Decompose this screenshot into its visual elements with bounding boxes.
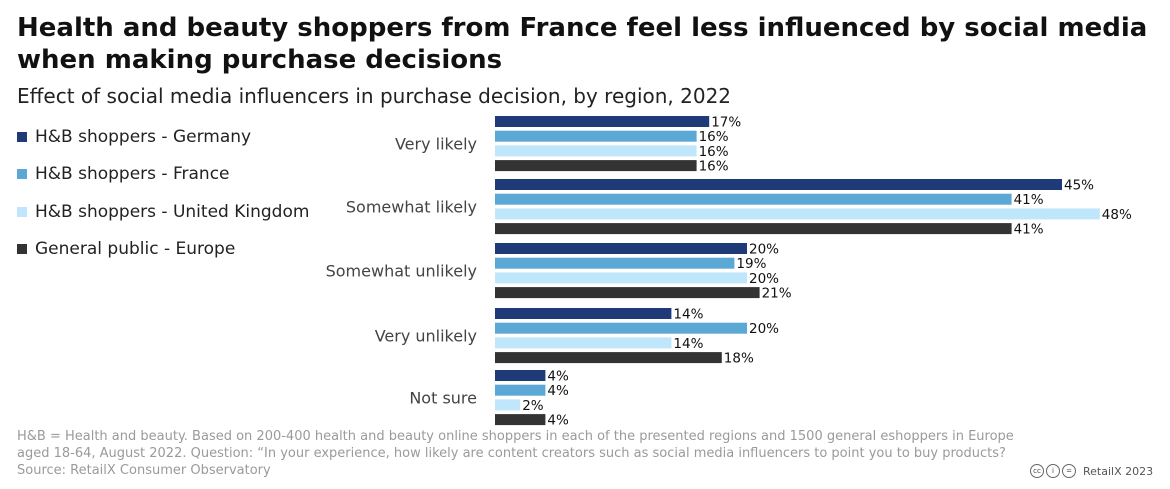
value-label: 2% [522,398,544,414]
bar [495,179,1062,190]
category-label: Very likely [395,135,477,154]
chart-title: Health and beauty shoppers from France f… [17,13,1148,75]
legend-item: H&B shoppers - Germany [17,118,309,156]
bar [495,414,546,426]
value-label: 21% [762,286,792,302]
value-label: 20% [749,271,779,287]
bar [495,208,1100,220]
chart-subtitle: Effect of social media influencers in pu… [17,84,732,108]
value-label: 16% [699,144,729,160]
value-label: 20% [749,242,779,258]
bar [495,257,735,269]
value-label: 4% [547,369,569,385]
bar [495,370,546,381]
legend-swatch [17,244,27,255]
footnote: H&B = Health and beauty. Based on 200-40… [17,428,1137,479]
value-label: 41% [1014,222,1044,238]
bar [495,145,697,157]
legend-item: H&B shoppers - France [17,156,309,194]
legend-label: H&B shoppers - France [35,164,230,185]
legend-item: H&B shoppers - United Kingdom [17,193,309,231]
bar [495,322,747,334]
category-label: Somewhat unlikely [326,262,477,281]
value-label: 41% [1014,192,1044,208]
legend-swatch [17,131,27,142]
bar [495,308,672,319]
license-badge: cc i = RetailX 2023 [1030,464,1153,478]
bar [495,193,1012,205]
legend-label: H&B shoppers - Germany [35,126,252,147]
bar [495,287,760,299]
bar [495,116,710,127]
bar [495,223,1012,235]
value-label: 4% [547,383,569,399]
value-label: 16% [699,159,729,175]
value-label: 17% [711,115,741,131]
cc-icon: cc [1030,464,1044,478]
legend: H&B shoppers - Germany H&B shoppers - Fra… [17,118,309,268]
bar [495,130,697,142]
nd-icon: = [1062,464,1076,478]
footnote-line-2: aged 18-64, August 2022. Question: “In y… [17,446,1006,461]
value-label: 20% [749,321,779,337]
value-label: 19% [736,256,766,272]
legend-item: General public - Europe [17,231,309,269]
value-label: 45% [1064,178,1094,194]
bar [495,272,747,284]
value-label: 4% [547,413,569,429]
bar [495,352,722,364]
category-label: Somewhat likely [346,198,477,217]
value-label: 14% [673,336,703,352]
legend-label: H&B shoppers - United Kingdom [35,201,310,222]
bar [495,337,672,349]
value-label: 16% [699,129,729,145]
legend-swatch [17,169,27,180]
bar [495,399,521,411]
bar [495,243,747,254]
footnote-line-1: H&B = Health and beauty. Based on 200-40… [17,429,1014,444]
category-label: Not sure [409,389,477,408]
bar [495,160,697,172]
value-label: 18% [724,351,754,367]
by-icon: i [1046,464,1060,478]
value-label: 14% [673,307,703,323]
legend-label: General public - Europe [35,239,236,260]
category-label: Very unlikely [375,327,477,346]
source-note: Source: RetailX Consumer Observatory [17,463,271,478]
value-label: 48% [1102,207,1132,223]
bar [495,384,546,396]
legend-swatch [17,206,27,217]
copyright-text: RetailX 2023 [1083,464,1154,478]
